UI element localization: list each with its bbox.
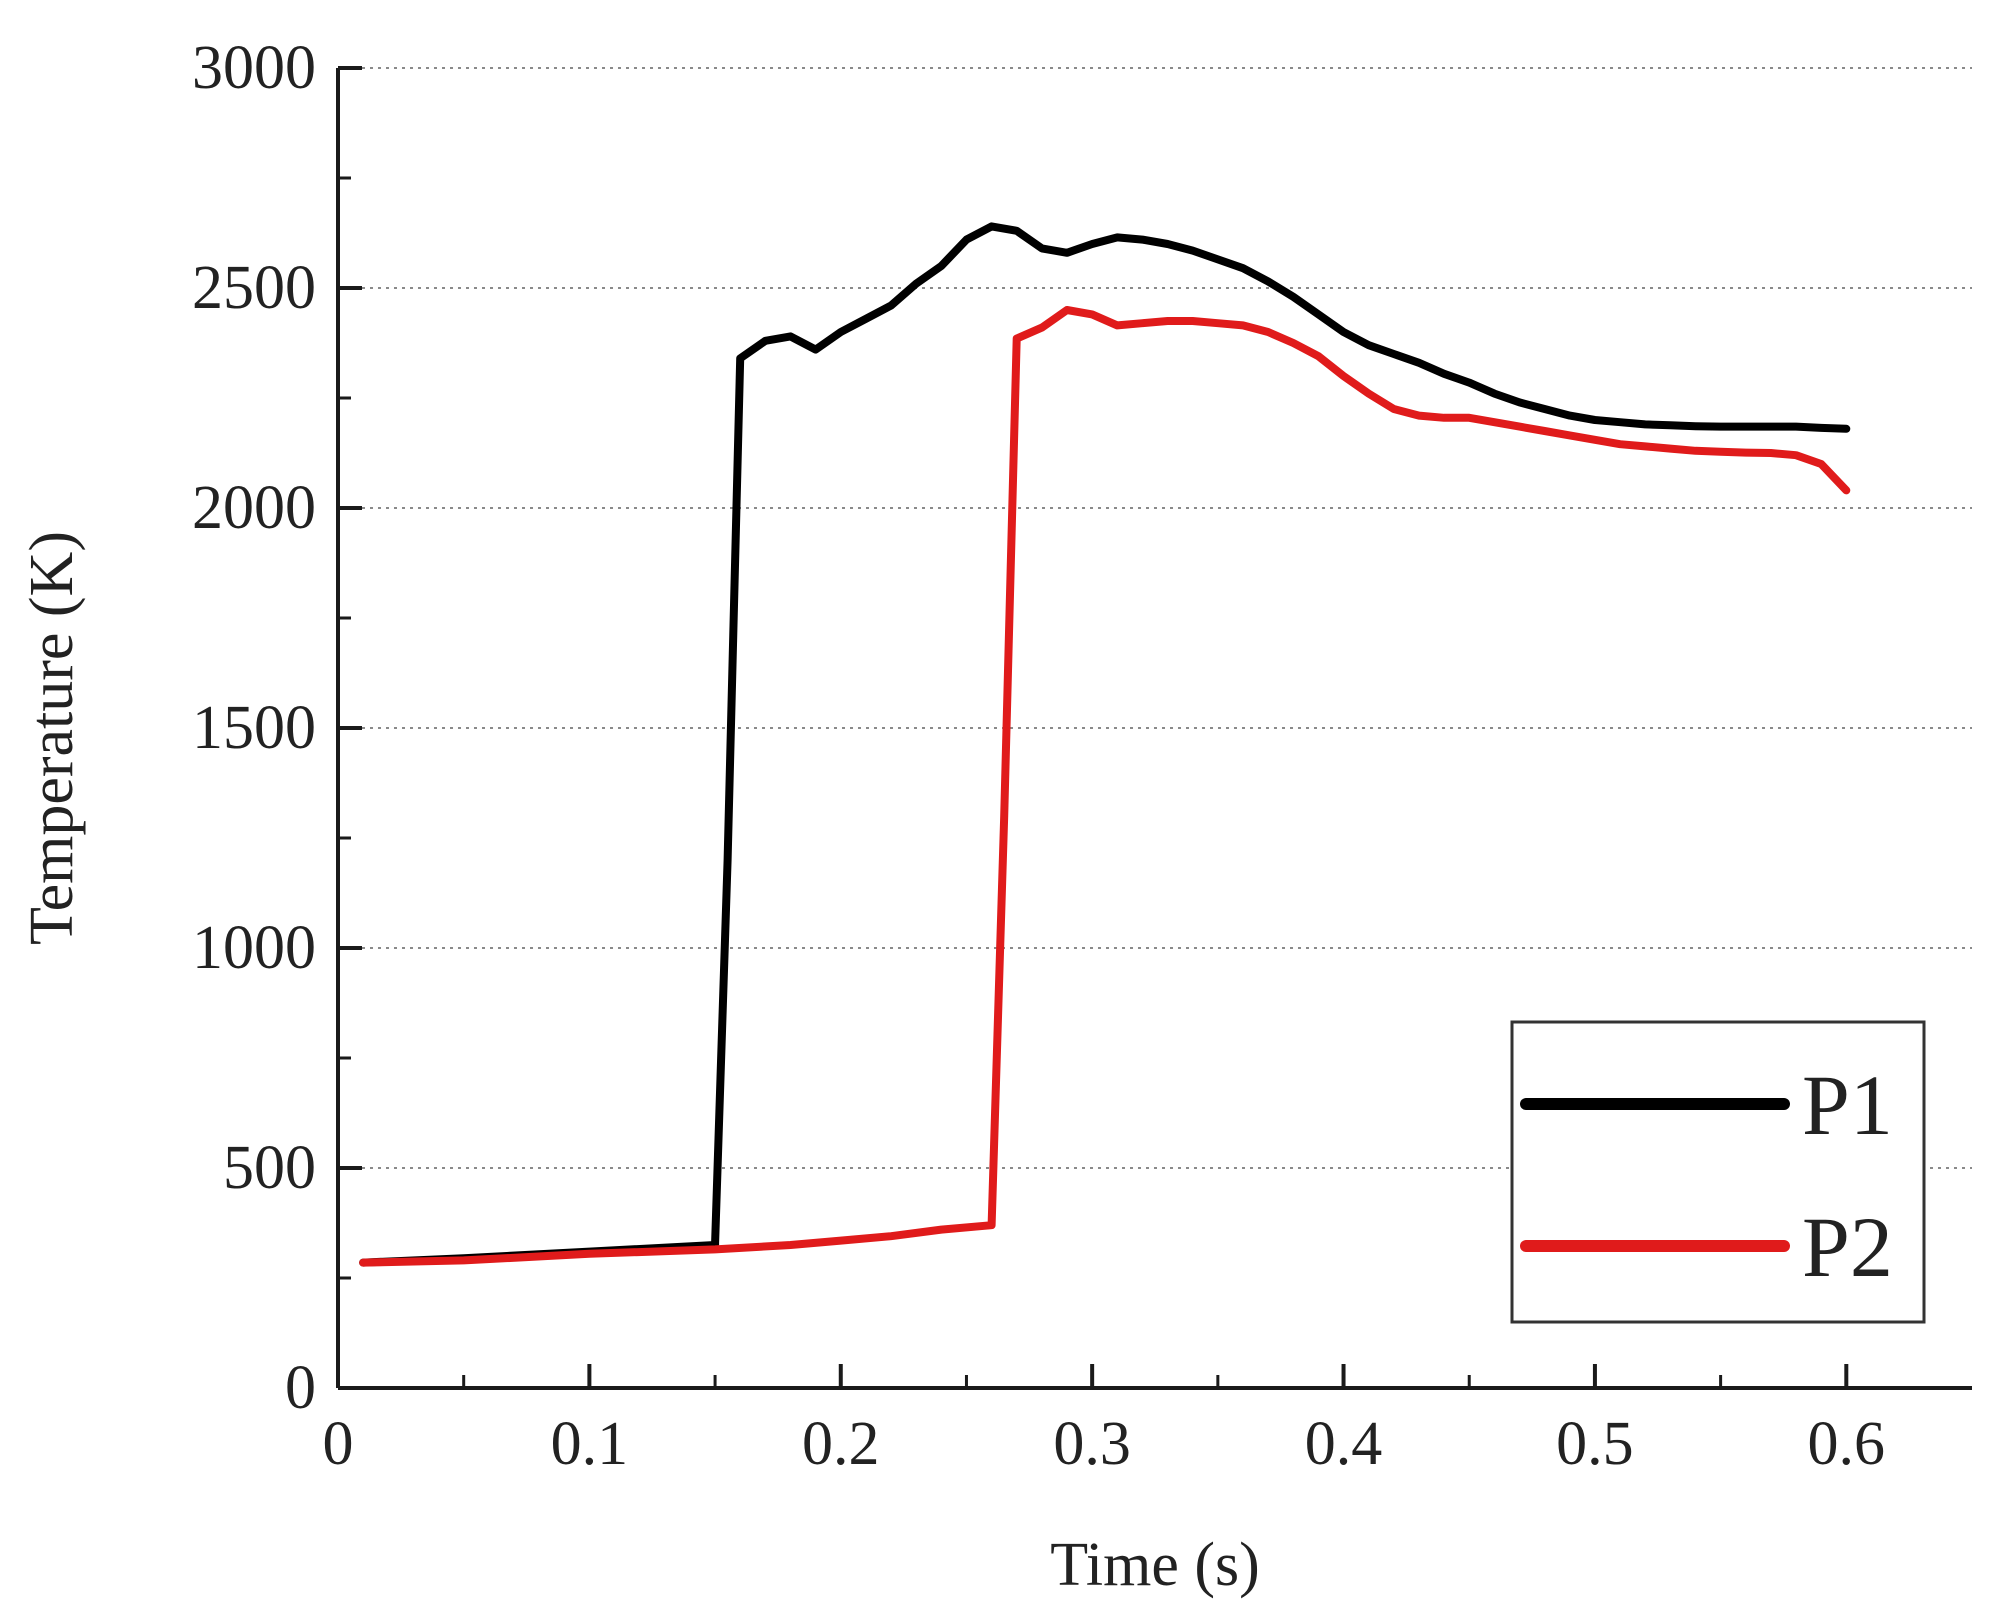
legend-label-p1: P1 [1802, 1057, 1893, 1153]
grid-layer [338, 67, 1972, 1169]
x-axis-title: Time (s) [1050, 1531, 1260, 1599]
x-tick-label: 0.1 [551, 1410, 629, 1478]
y-axis-title: Temperature (K) [18, 531, 86, 945]
x-tick-label: 0.6 [1808, 1410, 1886, 1478]
x-tick-label: 0.4 [1305, 1410, 1383, 1478]
y-tick-label: 1000 [192, 914, 316, 982]
series-layer [359, 222, 1851, 1267]
x-tick-label: 0.2 [802, 1410, 880, 1478]
x-tick-label: 0 [323, 1410, 354, 1478]
y-tick-label: 0 [285, 1354, 316, 1422]
series-line-p2 [359, 306, 1851, 1267]
y-tick-label: 2500 [192, 254, 316, 322]
series-line-p1 [359, 222, 1851, 1267]
y-tick-label: 500 [223, 1134, 316, 1202]
y-tick-label: 2000 [192, 474, 316, 542]
y-tick-label: 1500 [192, 694, 316, 762]
legend-label-p2: P2 [1802, 1199, 1893, 1295]
x-tick-label: 0.3 [1053, 1410, 1131, 1478]
x-tick-label: 0.5 [1556, 1410, 1634, 1478]
legend-box [1510, 1020, 1926, 1324]
y-tick-label: 3000 [192, 34, 316, 102]
ticks-layer: 0 500 1000 1500 2000 2500 3000 0 0.1 0.2 0.3 0.4 0.5… [192, 34, 1885, 1478]
